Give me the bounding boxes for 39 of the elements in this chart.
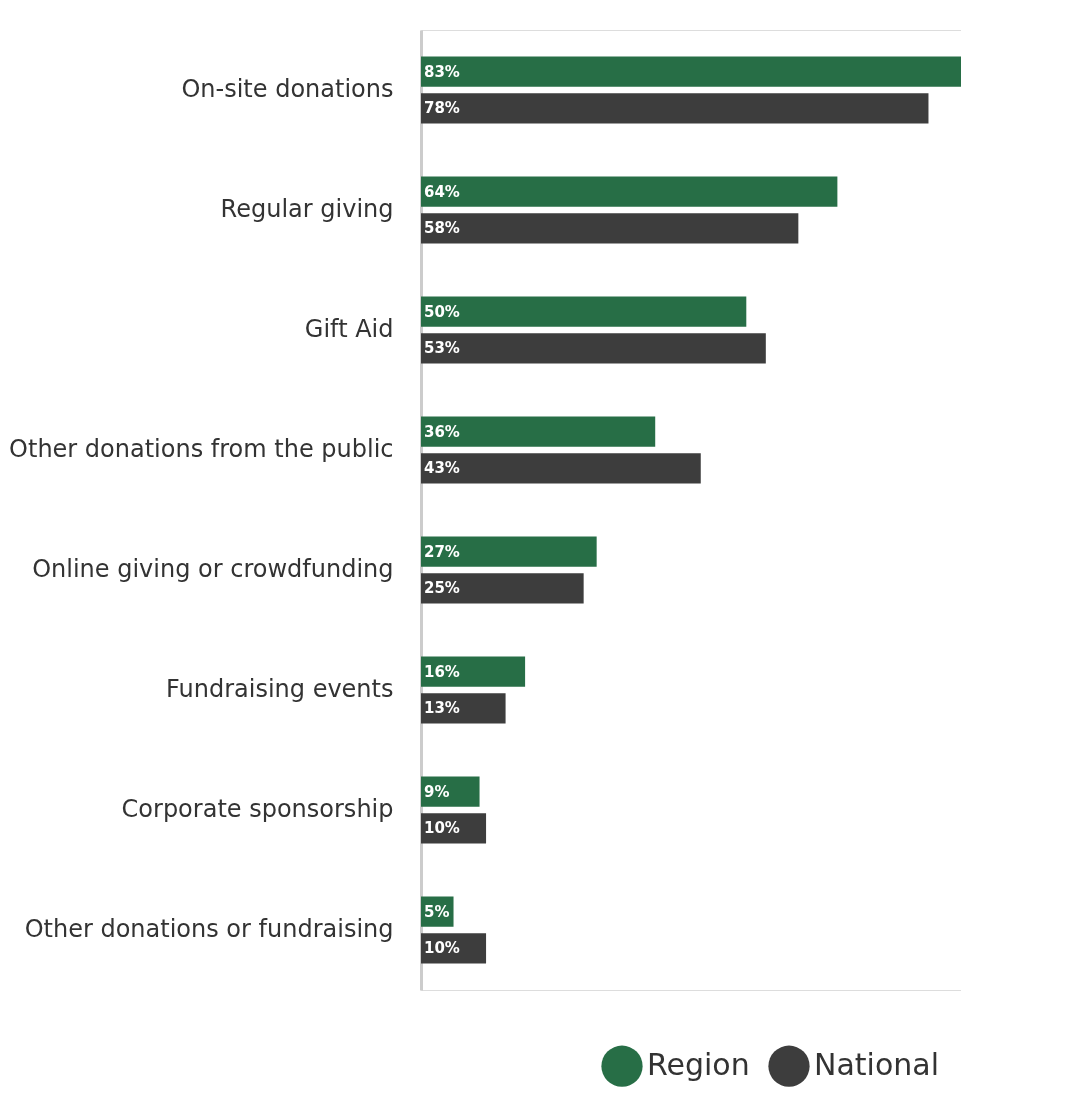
y-tick-label: On-site donations	[181, 75, 394, 103]
bar	[421, 656, 526, 687]
legend-label: National	[814, 1047, 940, 1083]
bar	[421, 296, 747, 327]
data-label: 9%	[424, 782, 450, 801]
data-label: 78%	[424, 99, 460, 118]
data-label: 50%	[424, 302, 460, 321]
bar	[421, 573, 584, 604]
data-label: 53%	[424, 339, 460, 358]
y-tick-label: Online giving or crowdfunding	[32, 555, 394, 583]
y-tick-label: Other donations or fundraising	[24, 915, 394, 943]
data-label: 16%	[424, 662, 460, 681]
data-label: 27%	[424, 542, 460, 561]
data-label: 58%	[424, 219, 460, 238]
bar	[421, 453, 701, 484]
bar	[421, 93, 929, 124]
bar	[421, 536, 597, 567]
bar	[421, 333, 766, 364]
bar	[421, 693, 506, 724]
data-label: 64%	[424, 182, 460, 201]
data-label: 10%	[424, 819, 460, 838]
y-tick-label: Gift Aid	[304, 315, 394, 343]
data-label: 36%	[424, 422, 460, 441]
y-tick-label: Corporate sponsorship	[121, 795, 394, 823]
bar	[421, 416, 656, 447]
data-label: 43%	[424, 459, 460, 478]
data-label: 5%	[424, 902, 450, 921]
y-tick-label: Fundraising events	[166, 675, 394, 703]
bar	[421, 213, 799, 244]
data-label: 13%	[424, 699, 460, 718]
legend-label: Region	[647, 1047, 750, 1083]
data-label: 25%	[424, 579, 460, 598]
data-label: 10%	[424, 939, 460, 958]
bar	[421, 176, 838, 207]
bar	[421, 776, 480, 807]
y-tick-label: Regular giving	[220, 195, 394, 223]
data-label: 83%	[424, 62, 460, 81]
y-tick-label: Other donations from the public	[9, 435, 394, 463]
bar	[421, 56, 961, 87]
